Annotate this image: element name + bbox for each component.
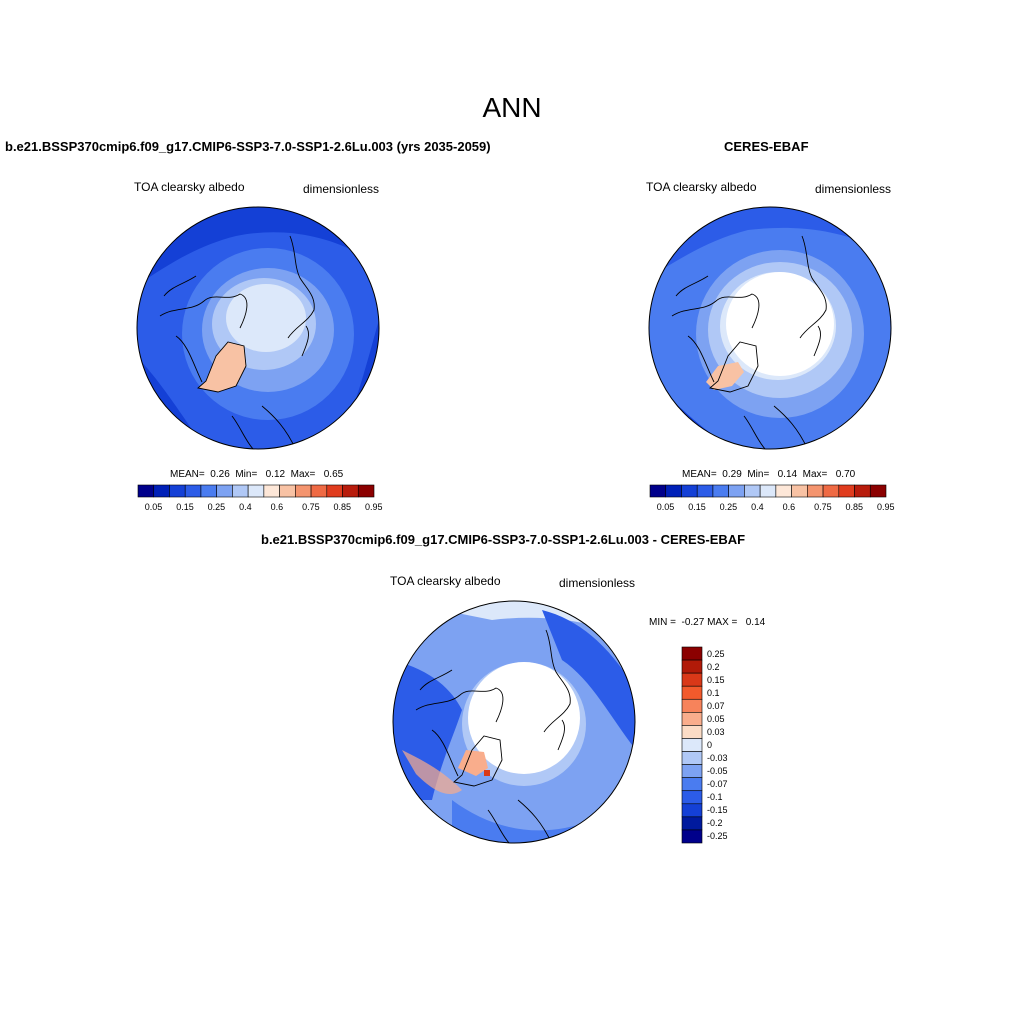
colorbar-tick-label: -0.07 [707, 779, 728, 790]
colorbar-swatch [759, 484, 777, 498]
colorbar-tick-label: 0.05 [144, 502, 163, 512]
colorbar-swatch [681, 790, 703, 805]
page-title: ANN [482, 92, 542, 123]
colorbar-tick-label: 0.07 [707, 700, 725, 711]
colorbar-swatch [681, 685, 703, 700]
colorbar-swatch [247, 484, 265, 498]
colorbar-swatch [681, 646, 703, 661]
colorbar-swatch [807, 484, 824, 498]
colorbar-swatch [681, 659, 703, 674]
panel-diff-title: b.e21.BSSP370cmip6.f09_g17.CMIP6-SSP3-7.… [261, 532, 746, 547]
colorbar-swatch [838, 484, 855, 498]
panel-model-stats: MEAN= 0.26 Min= 0.12 Max= 0.65 [170, 469, 344, 480]
colorbar-swatch [822, 484, 840, 498]
panel-obs-variable: TOA clearsky albedo [646, 180, 757, 194]
colorbar-tick-label: 0.03 [707, 726, 725, 737]
colorbar-swatch [184, 484, 202, 498]
colorbar-tick-label: 0.25 [207, 502, 226, 512]
colorbar-swatch [712, 484, 729, 498]
colorbar-tick-label: 0.05 [707, 713, 725, 724]
panel-model-colorbar [137, 484, 375, 498]
colorbar-tick-label: 0.4 [239, 502, 252, 512]
colorbar-swatch [696, 484, 714, 498]
colorbar-swatch [681, 712, 703, 726]
colorbar-swatch [295, 484, 312, 498]
colorbar-swatch [681, 698, 703, 713]
colorbar-swatch [681, 672, 703, 687]
colorbar-swatch [169, 484, 186, 498]
colorbar-tick-label: 0.25 [707, 648, 725, 659]
colorbar-tick-label: -0.03 [707, 753, 728, 764]
colorbar-swatch [791, 484, 808, 498]
colorbar-swatch [869, 484, 887, 498]
colorbar-swatch [357, 484, 375, 498]
colorbar-tick-label: 0.95 [877, 502, 895, 512]
colorbar-tick-label: 0.15 [707, 674, 725, 685]
colorbar-swatch [310, 484, 328, 498]
colorbar-tick-label: 0.15 [176, 502, 194, 512]
colorbar-swatch [728, 484, 745, 498]
colorbar-swatch [681, 725, 703, 739]
panel-obs-units: dimensionless [815, 182, 892, 196]
colorbar-swatch [681, 829, 703, 844]
colorbar-swatch [681, 738, 703, 752]
colorbar-swatch [263, 484, 280, 498]
colorbar-swatch [326, 484, 343, 498]
colorbar-swatch [744, 484, 761, 498]
panel-obs-title: CERES-EBAF [724, 139, 809, 154]
colorbar-swatch [681, 764, 703, 778]
colorbar-tick-label: -0.05 [707, 766, 728, 777]
colorbar-tick-label: 0.15 [688, 502, 706, 512]
greenland-region [198, 342, 246, 392]
map-region [137, 207, 379, 286]
colorbar-tick-label: 0.85 [845, 502, 864, 512]
colorbar-swatch [681, 484, 698, 498]
panel-model-variable: TOA clearsky albedo [134, 180, 245, 194]
panel-model-title: b.e21.BSSP370cmip6.f09_g17.CMIP6-SSP3-7.… [5, 139, 491, 154]
colorbar-swatch [200, 484, 217, 498]
colorbar-swatch [854, 484, 871, 498]
panel-diff-colorbar [681, 646, 703, 844]
panel-obs-map [648, 206, 892, 450]
colorbar-tick-label: 0.85 [333, 502, 352, 512]
colorbar-swatch [665, 484, 682, 498]
panel-diff-map [392, 600, 636, 844]
colorbar-swatch [681, 751, 703, 765]
colorbar-tick-label: 0.6 [270, 502, 284, 512]
colorbar-swatch [137, 484, 155, 498]
colorbar-tick-label: 0.05 [656, 502, 675, 512]
panel-diff-variable: TOA clearsky albedo [390, 574, 501, 588]
colorbar-swatch [342, 484, 359, 498]
colorbar-swatch [279, 484, 296, 498]
colorbar-swatch [216, 484, 233, 498]
colorbar-swatch [649, 484, 667, 498]
colorbar-tick-label: 0.75 [302, 502, 320, 512]
panel-diff-units: dimensionless [559, 576, 636, 590]
colorbar-tick-label: 0 [707, 740, 713, 750]
colorbar-swatch [681, 803, 703, 818]
colorbar-swatch [232, 484, 249, 498]
panel-model-units: dimensionless [303, 182, 380, 196]
panel-obs-stats: MEAN= 0.29 Min= 0.14 Max= 0.70 [682, 469, 856, 480]
colorbar-tick-label: 0.75 [814, 502, 832, 512]
colorbar-tick-label: -0.15 [707, 805, 728, 816]
colorbar-tick-label: 0.4 [751, 502, 764, 512]
colorbar-swatch [681, 816, 703, 831]
colorbar-swatch [153, 484, 170, 498]
colorbar-tick-label: -0.1 [707, 792, 723, 803]
colorbar-swatch [775, 484, 792, 498]
colorbar-tick-label: 0.25 [719, 502, 738, 512]
colorbar-swatch [681, 777, 703, 792]
colorbar-tick-label: 0.2 [707, 661, 720, 672]
colorbar-tick-label: 0.1 [707, 687, 720, 698]
colorbar-tick-label: 0.95 [365, 502, 383, 512]
colorbar-tick-label: -0.2 [707, 818, 723, 829]
panel-obs-colorbar [649, 484, 887, 498]
colorbar-tick-label: 0.6 [782, 502, 796, 512]
panel-model-map [136, 206, 380, 450]
colorbar-tick-label: -0.25 [707, 831, 728, 842]
panel-diff-stats: MIN = -0.27 MAX = 0.14 [649, 617, 766, 628]
